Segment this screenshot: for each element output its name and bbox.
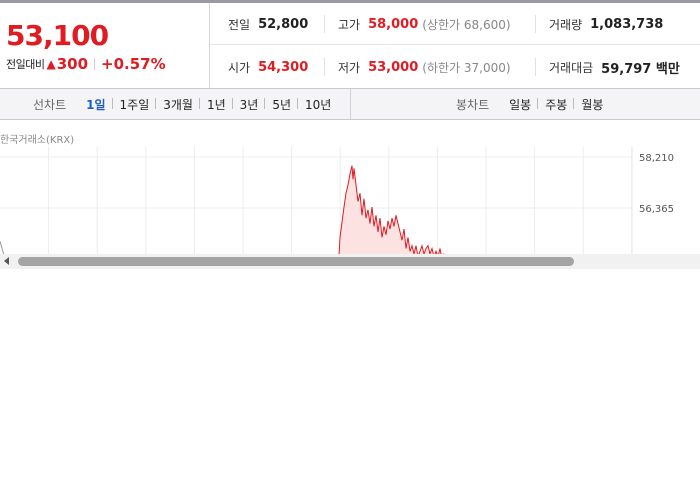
candle-chart-periods: 봉차트 일봉 주봉 월봉	[351, 89, 700, 119]
y-tick-label: 56,365	[639, 204, 674, 215]
divider	[324, 58, 325, 76]
line-chart-label: 선차트	[33, 97, 67, 112]
candle-tab-weekly[interactable]: 주봉	[537, 96, 574, 113]
exchange-label: 한국거래소(KRX)	[0, 135, 75, 146]
stat-prev-close: 전일 52,800	[228, 3, 308, 45]
series-stub	[0, 241, 5, 254]
period-tab-1y[interactable]: 1년	[198, 96, 233, 113]
horizontal-scrollbar[interactable]	[0, 254, 700, 269]
series-area	[318, 165, 450, 254]
line-chart-periods: 선차트 1일 1주일 3개월 1년 3년 5년 10년	[0, 89, 351, 119]
stat-low: 저가 53,000 (하한가 37,000)	[338, 46, 511, 88]
candle-chart-label: 봉차트	[456, 97, 490, 112]
stat-value: 59,797 백만	[601, 61, 680, 77]
period-tab-5y[interactable]: 5년	[264, 96, 298, 113]
stat-label: 거래량	[549, 17, 583, 32]
upper-limit: (상한가 68,600)	[422, 17, 511, 32]
stat-turnover: 거래대금 59,797 백만	[549, 46, 680, 88]
stat-label: 시가	[228, 60, 251, 75]
divider	[324, 15, 325, 33]
current-price: 53,100	[6, 19, 109, 52]
stats-row-1: 전일 52,800 고가 58,000 (상한가 68,600) 거래량 1,0…	[210, 3, 700, 45]
period-tab-10y[interactable]: 10년	[297, 96, 338, 113]
scroll-left-icon[interactable]	[4, 257, 9, 265]
period-tab-1d[interactable]: 1일	[86, 97, 106, 112]
scroll-thumb[interactable]	[18, 257, 574, 266]
change-label: 전일대비	[6, 58, 45, 71]
price-change-row: 전일대비 ▲ 300 +0.57%	[6, 55, 166, 73]
stat-value: 53,000	[368, 59, 419, 75]
stat-label: 저가	[338, 60, 361, 75]
divider	[535, 58, 536, 76]
top-border	[0, 0, 700, 3]
stat-high: 고가 58,000 (상한가 68,600)	[338, 3, 511, 45]
stat-open: 시가 54,300	[228, 46, 308, 88]
candle-tab-daily[interactable]: 일봉	[509, 97, 532, 112]
stats-panel: 전일 52,800 고가 58,000 (상한가 68,600) 거래량 1,0…	[209, 3, 700, 88]
change-value: 300	[56, 55, 89, 73]
stat-label: 거래대금	[549, 60, 594, 75]
series-line	[318, 165, 445, 254]
up-triangle-icon: ▲	[46, 57, 56, 71]
stat-volume: 거래량 1,083,738	[549, 3, 663, 45]
period-tab-3m[interactable]: 3개월	[155, 96, 200, 113]
price-summary: 53,100 전일대비 ▲ 300 +0.57%	[0, 3, 209, 88]
divider	[94, 58, 96, 70]
period-tab-1w[interactable]: 1주일	[111, 96, 157, 113]
stats-row-2: 시가 54,300 저가 53,000 (하한가 37,000) 거래대금 59…	[210, 46, 700, 88]
change-percent: +0.57%	[101, 55, 166, 73]
divider	[535, 15, 536, 33]
y-tick-label: 58,210	[639, 153, 674, 164]
lower-limit: (하한가 37,000)	[422, 60, 511, 75]
period-tab-3y[interactable]: 3년	[231, 96, 266, 113]
stat-label: 고가	[338, 17, 361, 32]
stat-value: 54,300	[258, 59, 309, 75]
chart-toolbar: 선차트 1일 1주일 3개월 1년 3년 5년 10년 봉차트 일봉 주봉 월봉	[0, 88, 700, 120]
stat-value: 1,083,738	[590, 16, 664, 32]
candle-tab-monthly[interactable]: 월봉	[573, 96, 610, 113]
stat-label: 전일	[228, 17, 251, 32]
stat-value: 58,000	[368, 16, 419, 32]
stat-value: 52,800	[258, 16, 309, 32]
